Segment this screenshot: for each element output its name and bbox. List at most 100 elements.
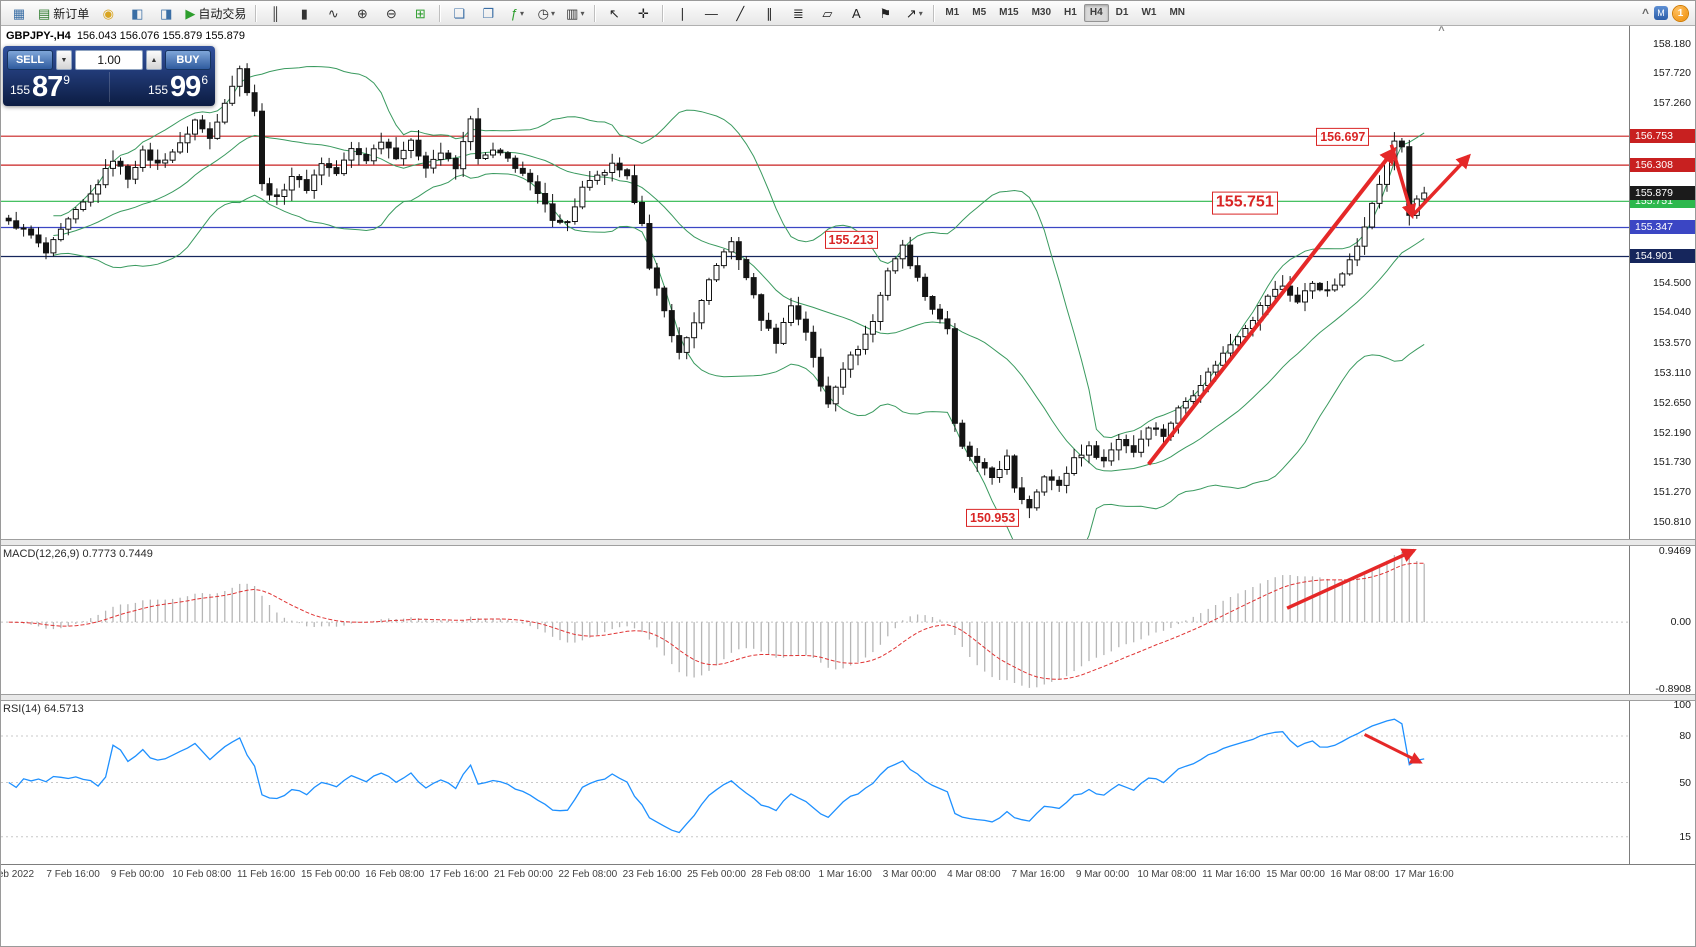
time-axis-label: 21 Feb 00:00 [493, 869, 553, 880]
text-label-button[interactable]: ⚑ [871, 2, 899, 24]
time-axis-label: 7 Mar 16:00 [1011, 869, 1065, 880]
macd-axis[interactable]: 0.9469 0.00 -0.8908 [1629, 546, 1695, 694]
tile-windows-button[interactable]: ⊞ [406, 2, 434, 24]
fibonacci-button[interactable]: ≣ [784, 2, 812, 24]
sell-button[interactable]: SELL [7, 50, 53, 70]
timeframe-m15-button[interactable]: M15 [999, 7, 1019, 18]
bars-chart-icon: ║ [270, 5, 280, 21]
arrange-windows-button[interactable]: ❏ [445, 2, 473, 24]
channel-button[interactable]: ∥ [755, 2, 783, 24]
notification-badge[interactable]: 1 [1673, 5, 1688, 21]
toolbar-separator [662, 4, 664, 22]
line-chart-button[interactable]: ∿ [319, 2, 347, 24]
periods-button[interactable]: ◷ ▾ [532, 2, 560, 24]
crosshair-button[interactable]: ✛ [629, 2, 657, 24]
rsi-axis[interactable]: 100 80 50 15 [1629, 701, 1695, 864]
templates-button[interactable]: ▥ ▾ [561, 2, 589, 24]
timeframe-m1-button[interactable]: M1 [945, 7, 960, 18]
text-label-icon: ⚑ [879, 5, 892, 21]
new-order-label: 新订单 [53, 6, 90, 21]
time-axis-label: 3 Mar 00:00 [882, 869, 937, 880]
timeframe-h4-button[interactable]: H4 [1083, 4, 1109, 22]
indicators-icon: ƒ [510, 5, 518, 21]
trendline-button[interactable]: ╱ [726, 2, 754, 24]
timeframe-m5-button[interactable]: M5 [972, 7, 987, 18]
toolbar-separator [594, 4, 596, 22]
time-axis-label: 1 Mar 16:00 [818, 869, 872, 880]
trendline-icon: ╱ [736, 5, 745, 21]
dropdown-arrow-icon[interactable]: ▾ [918, 8, 923, 18]
price-axis-label: 158.180 [1653, 37, 1691, 50]
text-button[interactable]: A [842, 2, 870, 24]
periods-icon: ◷ [537, 5, 549, 21]
new-order-button[interactable]: ▤ 新订单 [34, 2, 93, 24]
new-chart-button[interactable]: ▦ [5, 2, 33, 24]
dropdown-arrow-icon[interactable]: ▾ [580, 8, 585, 18]
auto-trading-button[interactable]: ▶ 自动交易 [181, 2, 250, 24]
macd-axis-label: 0.9469 [1658, 546, 1691, 557]
panel-separator[interactable] [1, 694, 1695, 701]
rsi-plot[interactable]: RSI(14) 64.5713 [1, 701, 1629, 864]
dropdown-arrow-icon[interactable]: ▾ [519, 8, 524, 18]
guide-icon: ◉ [102, 5, 114, 21]
price-axis-label: 152.650 [1653, 396, 1691, 409]
volume-increase-button[interactable]: ▲ [146, 50, 162, 70]
timeframe-h1-button[interactable]: H1 [1064, 7, 1077, 18]
toolbar-collapse-icon[interactable]: ^ [1641, 6, 1649, 20]
crosshair-icon: ✛ [637, 5, 649, 21]
horizontal-line-button[interactable]: ― [697, 2, 725, 24]
vertical-line-icon: ∣ [679, 5, 686, 21]
timeframe-m30-button[interactable]: M30 [1031, 7, 1052, 18]
candles-chart-button[interactable]: ▮ [290, 2, 318, 24]
price-axis[interactable]: 158.180 157.720 157.260 154.500 154.040 153.5… [1629, 26, 1695, 539]
time-axis-label: 11 Mar 16:00 [1202, 869, 1261, 880]
panel-separator[interactable] [1, 539, 1695, 546]
main-chart-plot[interactable]: GBPJPY-,H4 156.043 156.076 155.879 155.87… [1, 26, 1629, 539]
zoom-in-button[interactable]: ⊕ [348, 2, 376, 24]
zoom-out-icon: ⊖ [385, 5, 397, 21]
timeframe-d1-button[interactable]: D1 [1115, 7, 1129, 18]
market-watch-icon: ◧ [131, 5, 144, 21]
rsi-axis-label: 15 [1679, 830, 1691, 843]
dropdown-arrow-icon[interactable]: ▾ [550, 8, 555, 18]
time-axis[interactable]: 7 Feb 2022 7 Feb 16:00 9 Feb 00:00 10 Feb 0… [1, 864, 1695, 885]
rsi-axis-label: 80 [1679, 730, 1691, 742]
guide-button[interactable]: ◉ [94, 2, 122, 24]
cascade-windows-button[interactable]: ❐ [474, 2, 502, 24]
timeframe-w1-button[interactable]: W1 [1141, 7, 1157, 18]
rsi-label: RSI(14) 64.5713 [3, 703, 84, 715]
price-axis-label: 150.810 [1653, 516, 1691, 529]
macd-plot[interactable]: MACD(12,26,9) 0.7773 0.7449 [1, 546, 1629, 694]
vertical-line-button[interactable]: ∣ [668, 2, 696, 24]
community-icon[interactable]: M [1654, 6, 1668, 20]
price-annotation[interactable]: 155.213 [824, 230, 878, 249]
shapes-button[interactable]: ▱ [813, 2, 841, 24]
data-window-icon: ◨ [160, 5, 173, 21]
bars-chart-button[interactable]: ║ [261, 2, 289, 24]
price-annotation[interactable]: 156.697 [1316, 127, 1370, 147]
rsi-axis-label: 50 [1679, 776, 1691, 789]
arrange-windows-icon: ❏ [453, 5, 466, 21]
time-axis-label: 11 Feb 16:00 [236, 869, 296, 880]
cursor-button[interactable]: ↖ [600, 2, 628, 24]
price-axis-label: 153.570 [1653, 336, 1691, 349]
arrows-button[interactable]: ↗ ▾ [900, 2, 928, 24]
time-axis-label: 23 Feb 16:00 [622, 869, 682, 880]
volume-decrease-button[interactable]: ▼ [56, 50, 72, 70]
time-axis-label: 16 Feb 08:00 [365, 869, 425, 880]
data-window-button[interactable]: ◨ [152, 2, 180, 24]
fibonacci-icon: ≣ [792, 5, 804, 21]
volume-input[interactable]: 1.00 [75, 50, 143, 70]
new-order-icon: ▤ [38, 5, 51, 21]
buy-price-sup: 6 [201, 73, 208, 87]
zoom-in-icon: ⊕ [356, 5, 368, 21]
time-axis-label: 10 Mar 08:00 [1137, 869, 1197, 880]
indicators-button[interactable]: ƒ ▾ [503, 2, 531, 24]
market-watch-button[interactable]: ◧ [123, 2, 151, 24]
timeframe-mn-button[interactable]: MN [1169, 7, 1185, 18]
zoom-out-button[interactable]: ⊖ [377, 2, 405, 24]
buy-button[interactable]: BUY [165, 50, 211, 70]
price-axis-label: 157.260 [1653, 97, 1691, 110]
price-annotation[interactable]: 155.751 [1211, 191, 1278, 215]
price-annotation[interactable]: 150.953 [966, 508, 1020, 527]
